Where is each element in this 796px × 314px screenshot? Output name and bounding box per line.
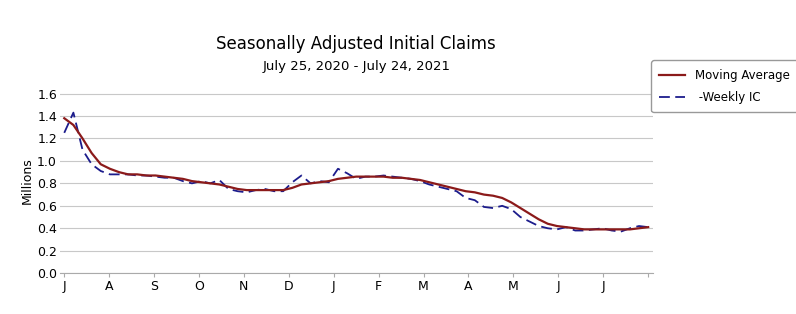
Title: Seasonally Adjusted Initial Claims: Seasonally Adjusted Initial Claims bbox=[217, 35, 496, 53]
Y-axis label: Millions: Millions bbox=[21, 157, 34, 204]
Legend: Moving Average,  -Weekly IC: Moving Average, -Weekly IC bbox=[651, 61, 796, 112]
Text: July 25, 2020 - July 24, 2021: July 25, 2020 - July 24, 2021 bbox=[262, 60, 451, 73]
